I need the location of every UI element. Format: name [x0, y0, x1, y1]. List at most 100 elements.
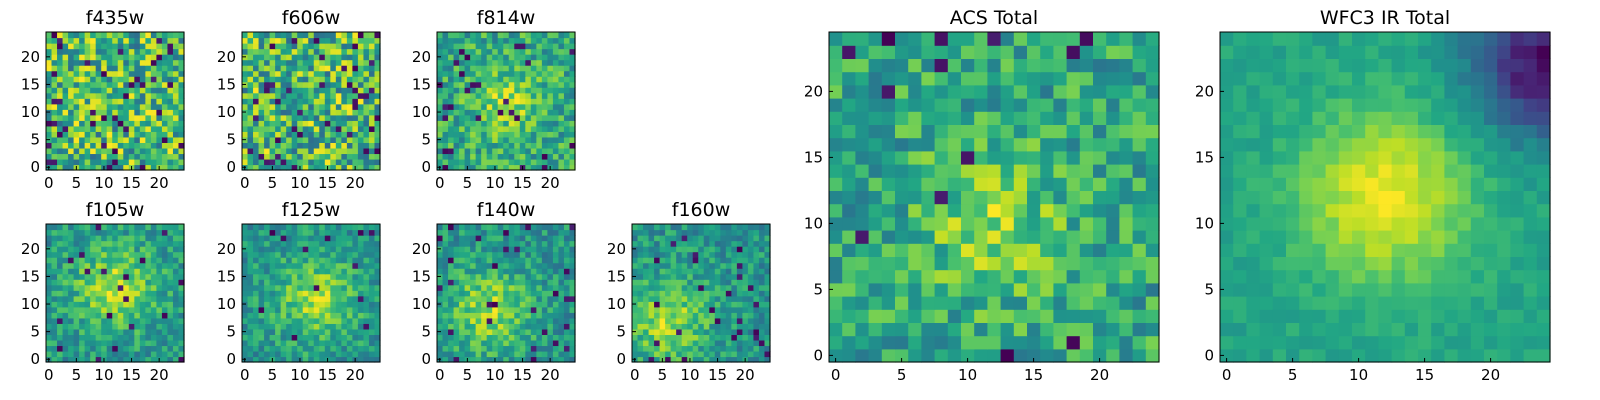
- heatmap-cell: [101, 109, 108, 116]
- heatmap-cell: [692, 257, 699, 264]
- heatmap-cell: [519, 54, 526, 61]
- heatmap-cell: [947, 256, 962, 271]
- heatmap-cell: [481, 334, 488, 341]
- heatmap-cell: [150, 147, 157, 155]
- heatmap-cell: [269, 235, 276, 242]
- heatmap-cell: [139, 235, 146, 242]
- heatmap-cell: [335, 323, 342, 330]
- heatmap-cell: [497, 273, 504, 280]
- heatmap-cell: [514, 76, 521, 83]
- heatmap-cell: [536, 164, 543, 171]
- heatmap-cell: [297, 125, 304, 132]
- heatmap-cell: [492, 350, 499, 358]
- heatmap-cell: [497, 131, 504, 138]
- heatmap-cell: [330, 153, 337, 160]
- heatmap-cell: [112, 284, 119, 291]
- heatmap-cell: [665, 334, 672, 341]
- heatmap-cell: [123, 301, 130, 308]
- heatmap-cell: [453, 284, 460, 291]
- heatmap-cell: [698, 246, 705, 253]
- heatmap-cell: [508, 153, 515, 160]
- heatmap-cell: [703, 306, 710, 313]
- heatmap-cell: [346, 81, 353, 88]
- heatmap-cell: [643, 268, 650, 275]
- heatmap-cell: [530, 323, 537, 330]
- heatmap-cell: [313, 103, 320, 110]
- heatmap-cell: [481, 317, 488, 324]
- heatmap-cell: [84, 284, 91, 291]
- heatmap-cell: [247, 98, 254, 105]
- heatmap-cell: [464, 43, 471, 50]
- heatmap-cell: [453, 153, 460, 160]
- heatmap-cell: [134, 59, 141, 66]
- heatmap-cell: [368, 142, 376, 149]
- heatmap-cell: [654, 350, 661, 358]
- heatmap-cell: [563, 334, 571, 341]
- heatmap-cell: [987, 309, 1002, 323]
- heatmap-cell: [459, 153, 466, 160]
- heatmap-cell: [101, 229, 108, 236]
- heatmap-cell: [123, 306, 130, 313]
- heatmap-cell: [46, 37, 53, 44]
- heatmap-cell: [1000, 137, 1015, 152]
- heatmap-cell: [330, 334, 337, 341]
- heatmap-cell: [335, 92, 342, 99]
- heatmap-cell: [464, 246, 471, 253]
- heatmap-cell: [569, 345, 576, 352]
- heatmap-cell: [1053, 296, 1068, 310]
- heatmap-cell: [51, 37, 58, 44]
- heatmap-cell: [302, 317, 309, 324]
- heatmap-cell: [1093, 269, 1107, 284]
- heatmap-cell: [525, 273, 532, 280]
- heatmap-cell: [161, 70, 169, 77]
- heatmap-cell: [68, 147, 75, 155]
- heatmap-cell: [308, 279, 315, 286]
- heatmap-cell: [341, 76, 348, 83]
- heatmap-cell: [84, 268, 91, 275]
- heatmap-cell: [459, 109, 466, 116]
- heatmap-cell: [46, 229, 53, 236]
- heatmap-cell: [253, 87, 260, 94]
- heatmap-cell: [519, 350, 526, 358]
- heatmap-cell: [258, 48, 265, 55]
- heatmap-cell: [558, 92, 565, 99]
- heatmap-cell: [725, 345, 732, 352]
- heatmap-cell: [258, 114, 265, 121]
- heatmap-cell: [112, 158, 119, 166]
- heatmap-cell: [842, 269, 856, 284]
- heatmap-cell: [368, 76, 376, 83]
- heatmap-cell: [742, 334, 749, 341]
- heatmap-cell: [341, 164, 348, 171]
- heatmap-cell: [101, 153, 108, 160]
- heatmap-cell: [330, 43, 337, 50]
- heatmap-cell: [1132, 137, 1147, 152]
- heatmap-cell: [172, 81, 180, 88]
- heatmap-cell: [1106, 322, 1120, 337]
- heatmap-cell: [286, 103, 293, 110]
- heatmap-cell: [95, 323, 102, 330]
- heatmap-cell: [665, 257, 672, 264]
- heatmap-cell: [172, 120, 180, 127]
- heatmap-cell: [497, 339, 504, 347]
- heatmap-cell: [330, 59, 337, 66]
- heatmap-cell: [1093, 137, 1107, 152]
- heatmap-cell: [280, 153, 287, 160]
- heatmap-cell: [368, 92, 376, 99]
- heatmap-cell: [247, 301, 254, 308]
- heatmap-cell: [302, 32, 309, 39]
- heatmap-cell: [881, 164, 896, 178]
- heatmap-cell: [659, 229, 666, 236]
- heatmap-cell: [448, 98, 455, 105]
- heatmap-cell: [145, 251, 152, 258]
- heatmap-cell: [68, 48, 75, 55]
- heatmap-cell: [178, 87, 185, 94]
- heatmap-cell: [90, 290, 97, 297]
- heatmap-cell: [934, 230, 949, 244]
- heatmap-cell: [720, 257, 727, 264]
- heatmap-cell: [486, 279, 493, 286]
- heatmap-cell: [464, 70, 471, 77]
- heatmap-cell: [258, 257, 265, 264]
- heatmap-cell: [51, 142, 58, 149]
- heatmap-cell: [123, 131, 130, 138]
- heatmap-cell: [448, 268, 455, 275]
